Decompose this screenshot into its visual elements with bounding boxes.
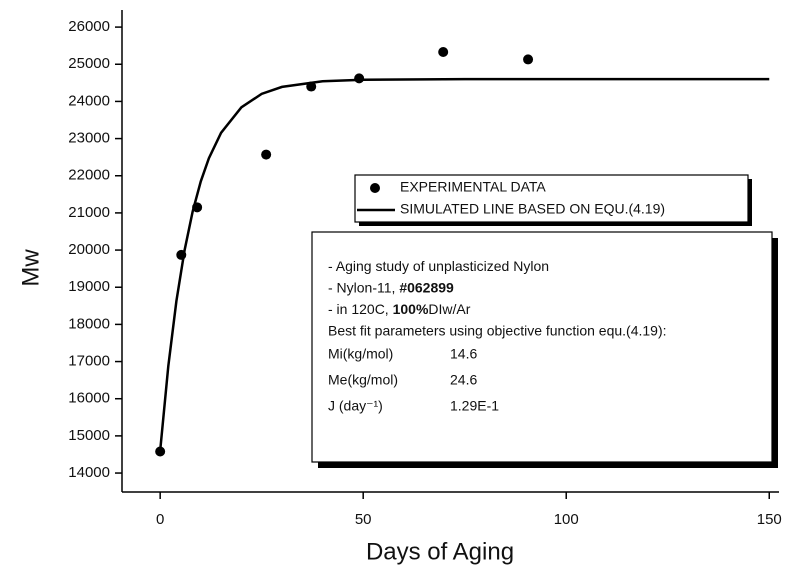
x-tick-label: 150: [757, 511, 782, 528]
parameter-value: 1.29E-1: [450, 398, 499, 414]
y-tick-label: 19000: [68, 278, 110, 295]
y-tick-label: 26000: [68, 18, 110, 35]
parameter-value: 24.6: [450, 372, 477, 388]
annotation-text: 100%: [393, 301, 429, 317]
parameter-name: Mi(kg/mol): [328, 346, 393, 362]
data-point: [523, 54, 534, 65]
x-tick-label: 0: [156, 511, 164, 528]
annotation-line: - Nylon-11, #062899: [328, 279, 454, 295]
annotation-line: - Aging study of unplasticized Nylon: [328, 258, 549, 274]
parameter-name: Me(kg/mol): [328, 372, 398, 388]
y-tick-label: 17000: [68, 353, 110, 370]
data-point: [354, 73, 365, 84]
y-tick-label: 16000: [68, 390, 110, 407]
parameter-value: 14.6: [450, 346, 477, 362]
annotation-text: #062899: [399, 279, 454, 295]
annotation-box: [311, 231, 773, 463]
data-point: [261, 149, 272, 160]
data-point: [438, 46, 449, 57]
annotation-text: Best fit parameters using objective func…: [328, 322, 667, 338]
annotation-text: - in 120C,: [328, 301, 393, 317]
annotation-line: Best fit parameters using objective func…: [328, 322, 667, 338]
annotation-line: - in 120C, 100%DIw/Ar: [328, 301, 471, 317]
x-tick-label: 50: [355, 511, 372, 528]
y-tick-label: 14000: [68, 464, 110, 481]
y-tick-label: 24000: [68, 92, 110, 109]
legend-label: EXPERIMENTAL DATA: [400, 179, 546, 195]
annotation-text: - Aging study of unplasticized Nylon: [328, 258, 549, 274]
x-axis-title: Days of Aging: [366, 538, 514, 565]
y-tick-label: 18000: [68, 315, 110, 332]
y-tick-label: 15000: [68, 427, 110, 444]
y-tick-label: 22000: [68, 167, 110, 184]
y-tick-label: 23000: [68, 130, 110, 147]
data-point: [155, 446, 166, 457]
y-axis-title: Mw: [17, 249, 44, 287]
legend-label: SIMULATED LINE BASED ON EQU.(4.19): [400, 201, 665, 217]
y-tick-label: 20000: [68, 241, 110, 258]
x-tick-label: 100: [554, 511, 579, 528]
y-tick-label: 21000: [68, 204, 110, 221]
legend-box: [354, 174, 749, 223]
annotation-text: - Nylon-11,: [328, 279, 399, 295]
parameter-name: J (day⁻¹): [328, 398, 383, 414]
y-tick-label: 25000: [68, 55, 110, 72]
legend-marker: [370, 183, 380, 193]
annotation-text: DIw/Ar: [428, 301, 470, 317]
fit-line: [158, 77, 770, 451]
